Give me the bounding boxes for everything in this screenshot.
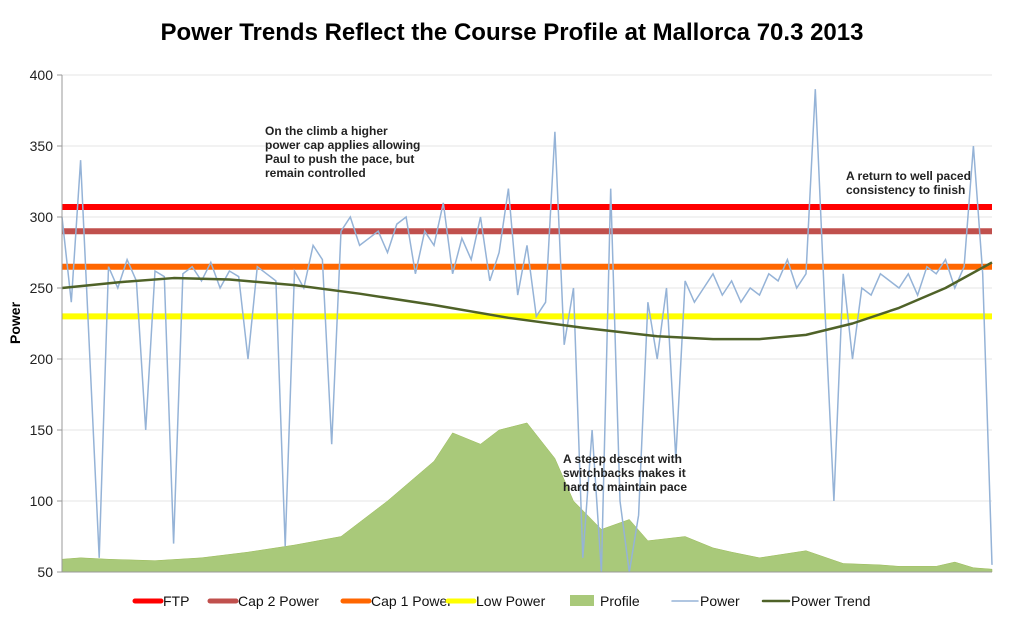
- annotation-line: On the climb a higher: [265, 124, 388, 138]
- legend-label: Cap 2 Power: [238, 593, 319, 609]
- legend-label: Power Trend: [791, 593, 870, 609]
- annotation-line: power cap applies allowing: [265, 138, 420, 152]
- annotation-line: A steep descent with: [563, 452, 682, 466]
- y-tick-label: 150: [30, 422, 54, 438]
- legend-swatch: [570, 595, 594, 606]
- y-tick-label: 400: [30, 67, 54, 83]
- legend-label: Power: [700, 593, 740, 609]
- annotation: A steep descent with switchbacks makes it…: [563, 452, 687, 494]
- annotation-line: consistency to finish: [846, 183, 965, 197]
- annotation-line: A return to well paced: [846, 169, 971, 183]
- annotation: On the climb a higher power cap applies a…: [265, 124, 420, 180]
- annotation-line: hard to maintain pace: [563, 480, 687, 494]
- annotation-line: remain controlled: [265, 166, 366, 180]
- legend-label: Profile: [600, 593, 640, 609]
- annotation-line: switchbacks makes it: [563, 466, 686, 480]
- legend-label: Cap 1 Power: [371, 593, 452, 609]
- y-tick-label: 200: [30, 351, 54, 367]
- annotation: A return to well paced consistency to fin…: [846, 169, 971, 197]
- legend-label: Low Power: [476, 593, 546, 609]
- y-tick-label: 300: [30, 209, 54, 225]
- y-tick-label: 50: [37, 564, 53, 580]
- profile-area: [61, 422, 993, 573]
- y-tick-label: 350: [30, 138, 54, 154]
- legend-label: FTP: [163, 593, 189, 609]
- y-axis-label: Power: [7, 301, 23, 344]
- power-trend-line: [61, 261, 993, 341]
- chart-title: Power Trends Reflect the Course Profile …: [161, 19, 864, 46]
- y-tick-label: 100: [30, 493, 54, 509]
- annotation-line: Paul to push the pace, but: [265, 152, 414, 166]
- y-tick-label: 250: [30, 280, 54, 296]
